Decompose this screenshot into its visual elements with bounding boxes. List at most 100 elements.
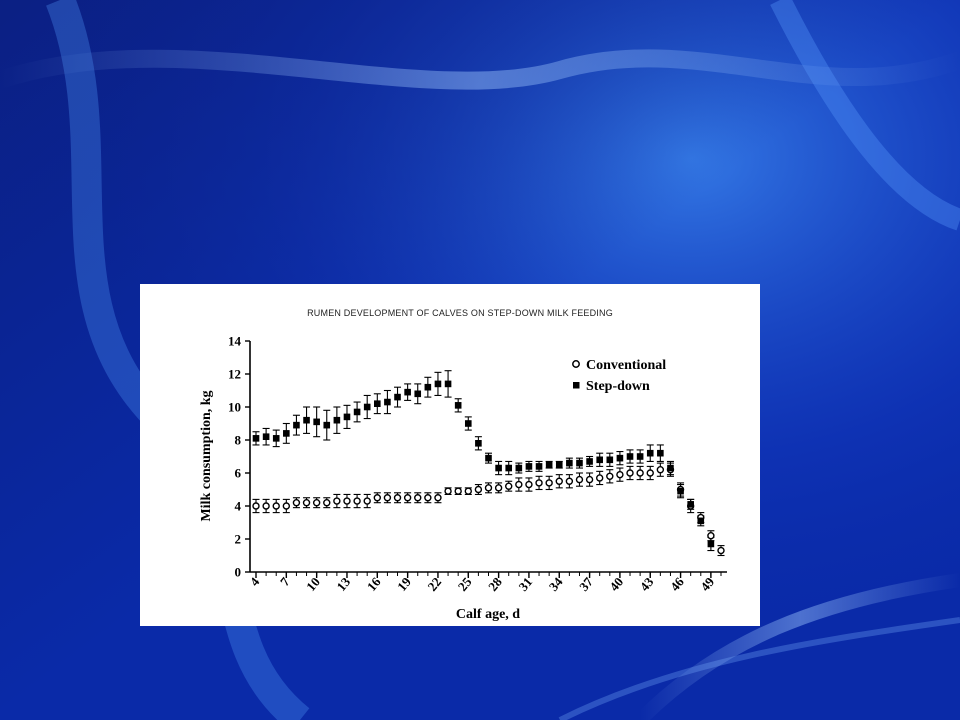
point-step-down [404, 388, 411, 396]
point-conventional [363, 497, 371, 505]
point-step-down [424, 383, 432, 391]
point-step-down [323, 421, 331, 429]
y-tick-label: 2 [235, 532, 242, 547]
point-conventional [535, 479, 543, 487]
point-step-down [697, 517, 705, 525]
x-tick-label: 10 [303, 574, 323, 594]
point-step-down [687, 501, 694, 508]
point-step-down [374, 400, 381, 407]
point-conventional [414, 494, 422, 502]
x-tick-label: 37 [576, 574, 596, 594]
point-conventional [595, 474, 604, 482]
x-tick-label: 40 [606, 574, 626, 594]
point-step-down [505, 464, 513, 472]
point-step-down [313, 418, 320, 426]
point-step-down [616, 454, 624, 462]
legend-marker-conventional [572, 360, 580, 368]
x-tick-label: 34 [546, 574, 566, 594]
point-conventional [262, 502, 270, 510]
point-conventional [434, 494, 442, 502]
y-tick-label: 4 [235, 499, 242, 514]
point-conventional [626, 469, 634, 477]
point-step-down [707, 540, 715, 548]
legend-label-step-down: Step-down [586, 379, 650, 394]
point-step-down [606, 456, 614, 464]
y-ticks: 0 2 4 6 8 10 12 14 [228, 334, 250, 580]
point-conventional [505, 482, 513, 490]
point-step-down [525, 463, 533, 470]
y-tick-label: 10 [228, 400, 241, 415]
point-step-down [384, 398, 391, 406]
point-step-down [535, 463, 543, 470]
point-conventional [474, 485, 483, 494]
point-step-down [414, 390, 422, 398]
point-step-down [555, 461, 563, 469]
y-tick-label: 0 [235, 565, 242, 580]
chart-panel: RUMEN DEVELOPMENT OF CALVES ON STEP-DOWN… [140, 284, 760, 626]
point-conventional [454, 487, 462, 495]
point-conventional [383, 494, 392, 502]
y-tick-label: 12 [228, 367, 241, 382]
point-conventional [343, 497, 351, 505]
x-tick-label: 46 [667, 574, 687, 594]
error-bars [252, 370, 725, 557]
point-step-down [283, 430, 290, 437]
point-step-down [646, 449, 654, 457]
data-markers [252, 380, 725, 555]
point-step-down [545, 461, 553, 469]
point-conventional [252, 502, 260, 510]
point-conventional [494, 484, 503, 492]
point-step-down [454, 402, 462, 409]
point-conventional [424, 494, 432, 502]
point-conventional [484, 484, 493, 492]
x-tick-label: 16 [364, 574, 384, 594]
point-step-down [667, 464, 674, 472]
point-conventional [616, 470, 624, 479]
point-conventional [646, 469, 654, 477]
point-conventional [393, 494, 402, 502]
point-step-down [353, 408, 361, 416]
point-step-down [566, 459, 573, 467]
x-tick-label: 49 [697, 574, 717, 594]
milk-consumption-chart: RUMEN DEVELOPMENT OF CALVES ON STEP-DOWN… [199, 308, 727, 622]
point-step-down [444, 380, 452, 388]
point-conventional [525, 480, 533, 489]
x-tick-label: 22 [424, 574, 444, 594]
x-tick-label: 25 [455, 574, 475, 594]
point-conventional [373, 494, 382, 502]
x-tick-label: 4 [247, 574, 263, 589]
point-conventional [555, 477, 563, 485]
point-step-down [626, 453, 634, 460]
point-conventional [717, 546, 725, 555]
point-conventional [353, 497, 361, 505]
point-step-down [596, 456, 603, 464]
point-conventional [333, 497, 341, 505]
x-tick-label: 7 [277, 574, 293, 589]
point-conventional [292, 498, 301, 507]
point-step-down [293, 421, 300, 429]
point-conventional [565, 477, 574, 485]
chart-legend: Conventional Step-down [572, 358, 666, 394]
point-conventional [515, 480, 523, 489]
point-conventional [403, 494, 412, 502]
point-conventional [636, 469, 644, 477]
y-axis-label: Milk consumption, kg [199, 390, 214, 521]
legend-label-conventional: Conventional [586, 358, 666, 373]
point-step-down [576, 459, 583, 467]
point-conventional [575, 475, 584, 484]
point-step-down [515, 464, 523, 472]
x-axis-label: Calf age, d [456, 607, 520, 622]
x-tick-label: 19 [394, 574, 414, 594]
point-conventional [302, 498, 311, 507]
point-conventional [312, 498, 321, 507]
chart-title: RUMEN DEVELOPMENT OF CALVES ON STEP-DOWN… [307, 308, 613, 318]
point-step-down [272, 435, 280, 442]
point-conventional [606, 472, 614, 481]
point-step-down [343, 413, 351, 421]
x-ticks: 4 7 10 13 16 19 22 25 28 31 34 37 40 43 46 49 [247, 572, 722, 594]
x-tick-label: 31 [515, 574, 535, 594]
point-step-down [586, 458, 593, 465]
point-step-down [636, 453, 644, 460]
point-step-down [475, 440, 482, 447]
point-step-down [495, 464, 502, 472]
